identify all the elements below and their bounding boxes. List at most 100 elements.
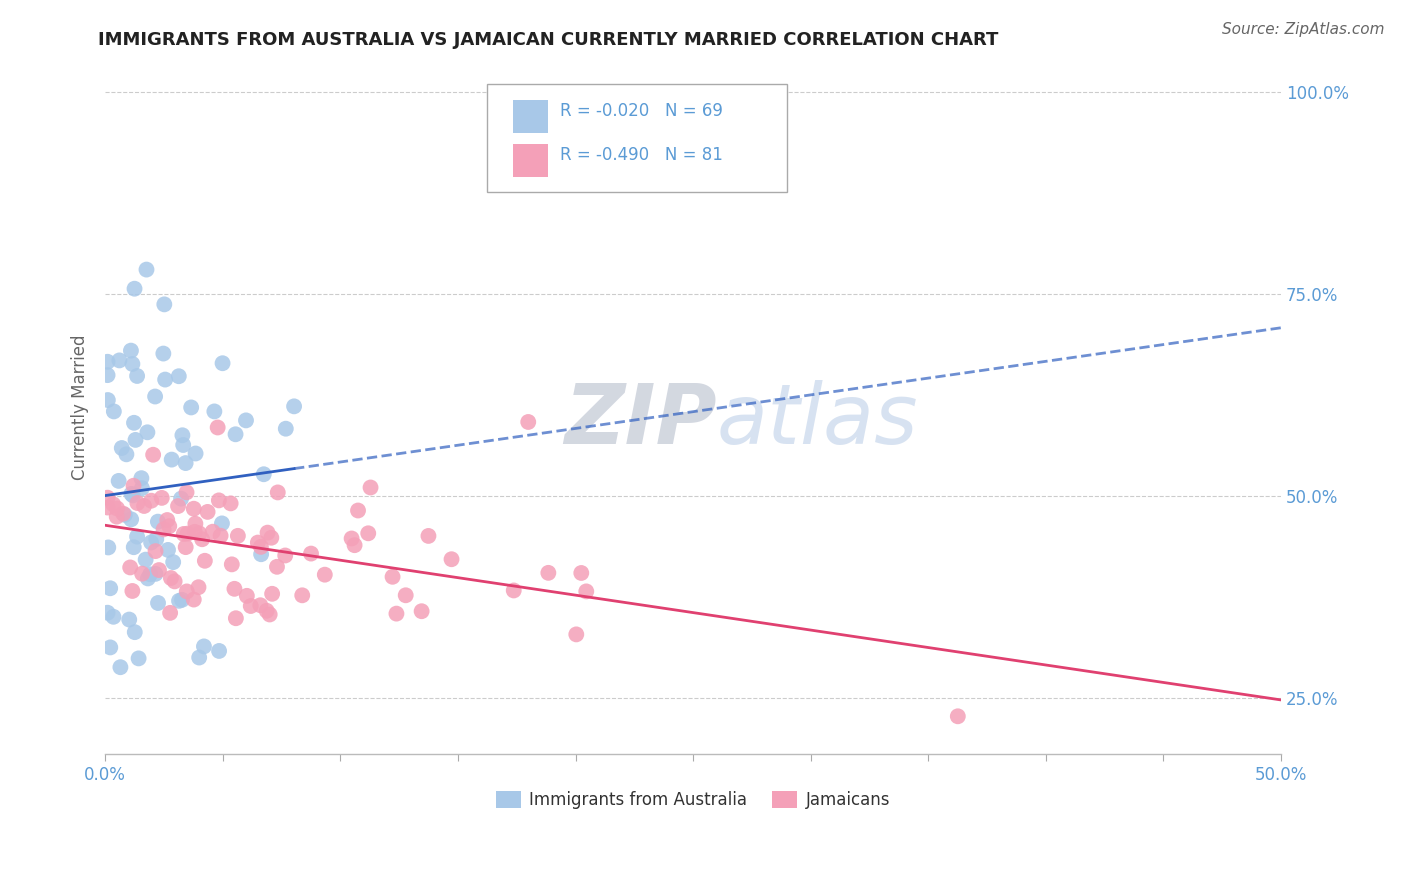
Point	[314, 567, 336, 582]
Point	[145, 566, 167, 581]
Point	[112, 507, 135, 521]
Text: R = -0.020   N = 69: R = -0.020 N = 69	[560, 102, 723, 120]
Point	[249, 599, 271, 613]
Point	[107, 474, 129, 488]
Point	[565, 627, 588, 641]
Point	[146, 596, 169, 610]
Point	[225, 611, 247, 625]
Point	[142, 448, 165, 462]
Point	[122, 416, 145, 430]
Point	[111, 441, 134, 455]
Point	[114, 508, 136, 522]
Point	[105, 501, 128, 516]
Point	[97, 491, 120, 505]
Point	[124, 433, 146, 447]
Point	[385, 607, 408, 621]
Point	[262, 587, 284, 601]
Bar	[513, 100, 548, 133]
Text: IMMIGRANTS FROM AUSTRALIA VS JAMAICAN CURRENTLY MARRIED CORRELATION CHART: IMMIGRANTS FROM AUSTRALIA VS JAMAICAN CU…	[98, 31, 998, 49]
Point	[127, 368, 149, 383]
Point	[183, 501, 205, 516]
Point	[150, 491, 173, 505]
Point	[176, 526, 198, 541]
Point	[188, 526, 211, 541]
Point	[167, 499, 190, 513]
Point	[208, 644, 231, 658]
Point	[343, 538, 366, 552]
Point	[236, 589, 259, 603]
Point	[121, 357, 143, 371]
Point	[135, 262, 157, 277]
Point	[132, 499, 155, 513]
Point	[159, 606, 181, 620]
Point	[157, 519, 180, 533]
Point	[517, 415, 540, 429]
Point	[172, 438, 194, 452]
Point	[128, 651, 150, 665]
Point	[120, 343, 142, 358]
Point	[97, 368, 120, 383]
Point	[259, 607, 281, 622]
Point	[120, 560, 142, 574]
Point	[201, 524, 224, 539]
Point	[148, 563, 170, 577]
Point	[127, 496, 149, 510]
Point	[357, 526, 380, 541]
Point	[207, 420, 229, 434]
Point	[121, 584, 143, 599]
Point	[253, 467, 276, 482]
Point	[418, 529, 440, 543]
Point	[187, 580, 209, 594]
Point	[170, 592, 193, 607]
Text: R = -0.490   N = 81: R = -0.490 N = 81	[560, 145, 723, 163]
Point	[97, 606, 120, 620]
Point	[225, 427, 247, 442]
Point	[97, 541, 120, 555]
Point	[146, 515, 169, 529]
Point	[250, 540, 273, 554]
Point	[174, 456, 197, 470]
Point	[224, 582, 246, 596]
Point	[266, 559, 288, 574]
Point	[139, 567, 162, 582]
Point	[191, 533, 214, 547]
Point	[381, 570, 404, 584]
Point	[246, 535, 269, 549]
Point	[274, 422, 297, 436]
Point	[239, 599, 262, 613]
Point	[153, 373, 176, 387]
Point	[167, 369, 190, 384]
Point	[162, 555, 184, 569]
Point	[208, 493, 231, 508]
Text: atlas: atlas	[717, 380, 918, 461]
Point	[122, 540, 145, 554]
Point	[260, 531, 283, 545]
Point	[136, 425, 159, 440]
Point	[299, 547, 322, 561]
Point	[141, 493, 163, 508]
Bar	[513, 144, 548, 178]
Point	[537, 566, 560, 580]
Point	[172, 428, 194, 442]
Text: ZIP: ZIP	[564, 380, 717, 461]
Point	[152, 522, 174, 536]
Point	[139, 535, 162, 549]
Point	[183, 592, 205, 607]
Point	[176, 584, 198, 599]
Point	[267, 485, 290, 500]
Point	[135, 552, 157, 566]
Point	[103, 404, 125, 418]
Point	[291, 588, 314, 602]
Point	[131, 481, 153, 495]
Text: Source: ZipAtlas.com: Source: ZipAtlas.com	[1222, 22, 1385, 37]
Point	[274, 549, 297, 563]
Point	[170, 491, 193, 506]
Point	[183, 524, 205, 539]
Point	[340, 532, 363, 546]
Point	[156, 513, 179, 527]
Point	[115, 447, 138, 461]
Point	[946, 709, 969, 723]
Point	[145, 532, 167, 546]
Point	[97, 500, 120, 515]
Point	[152, 346, 174, 360]
